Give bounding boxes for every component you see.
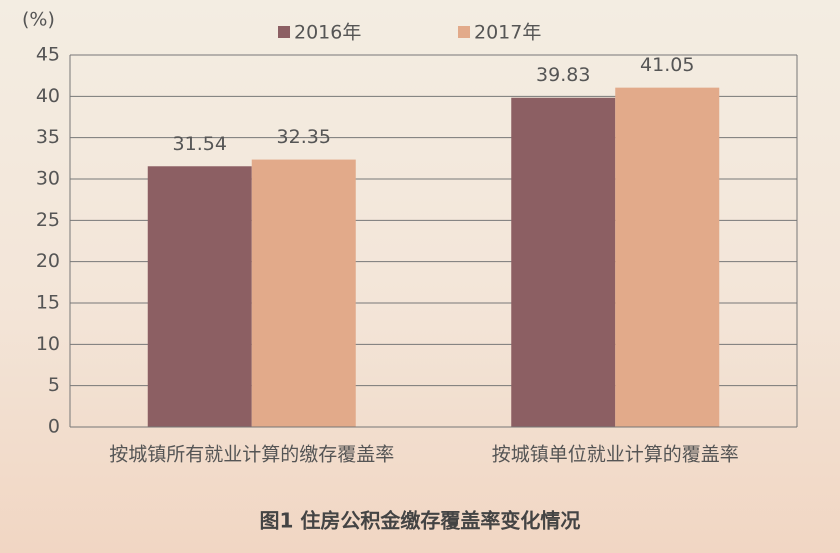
legend-label: 2016年 xyxy=(294,22,361,44)
y-tick-label: 40 xyxy=(36,85,60,107)
x-tick-label: 按城镇所有就业计算的缴存覆盖率 xyxy=(109,444,394,466)
data-label: 32.35 xyxy=(277,126,331,148)
x-tick-label: 按城镇单位就业计算的覆盖率 xyxy=(492,444,739,466)
y-tick-label: 20 xyxy=(36,250,60,272)
y-tick-label: 45 xyxy=(36,44,60,66)
legend-label: 2017年 xyxy=(474,22,541,44)
y-tick-label: 30 xyxy=(36,168,60,190)
y-tick-label: 0 xyxy=(48,416,60,438)
y-axis-label: (%) xyxy=(22,9,55,31)
y-tick-label: 5 xyxy=(48,374,60,396)
bar xyxy=(251,159,356,427)
bar xyxy=(511,97,616,427)
bar xyxy=(147,166,252,427)
data-label: 39.83 xyxy=(536,64,590,86)
legend-swatch xyxy=(458,26,470,38)
y-tick-label: 15 xyxy=(36,292,60,314)
data-label: 41.05 xyxy=(640,54,694,76)
legend-swatch xyxy=(278,26,290,38)
y-tick-label: 35 xyxy=(36,126,60,148)
y-tick-label: 25 xyxy=(36,209,60,231)
data-label: 31.54 xyxy=(173,133,227,155)
y-tick-label: 10 xyxy=(36,333,60,355)
chart-title: 图1 住房公积金缴存覆盖率变化情况 xyxy=(260,509,581,533)
bar xyxy=(615,87,720,428)
